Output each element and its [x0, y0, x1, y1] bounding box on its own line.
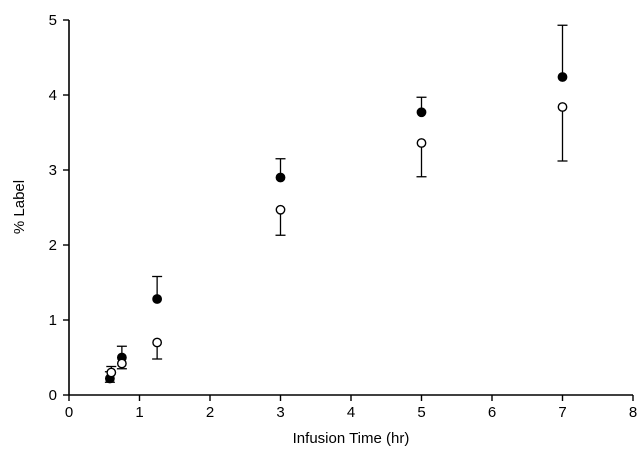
y-tick-label: 4 [49, 87, 57, 104]
y-tick-label: 1 [49, 312, 57, 329]
open-circle-point [106, 367, 117, 378]
x-tick-label: 0 [65, 404, 73, 421]
open-circle-point [557, 102, 568, 112]
x-tick-label: 2 [206, 404, 214, 421]
x-tick-label: 1 [135, 404, 143, 421]
x-tick-label: 4 [347, 404, 355, 421]
open-circle-point [152, 337, 163, 348]
open-circle-point [116, 358, 127, 369]
x-tick-label: 3 [276, 404, 284, 421]
open-circle-point [416, 138, 427, 148]
x-tick-label: 8 [629, 404, 637, 421]
data-marks [104, 24, 568, 384]
y-tick-label: 2 [49, 237, 57, 254]
open-circle-point [275, 204, 286, 215]
y-axis-ticks: 0 1 2 3 4 5 [49, 12, 69, 404]
x-tick-label: 5 [417, 404, 425, 421]
x-tick-label: 7 [558, 404, 566, 421]
x-tick-label: 6 [488, 404, 496, 421]
filled-circle-point [275, 172, 286, 183]
filled-circle-point [416, 107, 427, 118]
filled-circle-point [152, 294, 163, 304]
chart-axes [68, 20, 633, 396]
y-axis-title: % Label [11, 180, 28, 234]
y-tick-label: 5 [49, 12, 57, 29]
filled-circle-point [557, 72, 568, 82]
x-axis-title: Infusion Time (hr) [293, 430, 410, 447]
x-axis-ticks: 0 1 2 3 4 5 6 7 8 [65, 395, 637, 421]
y-tick-label: 3 [49, 162, 57, 179]
y-tick-label: 0 [49, 387, 57, 404]
